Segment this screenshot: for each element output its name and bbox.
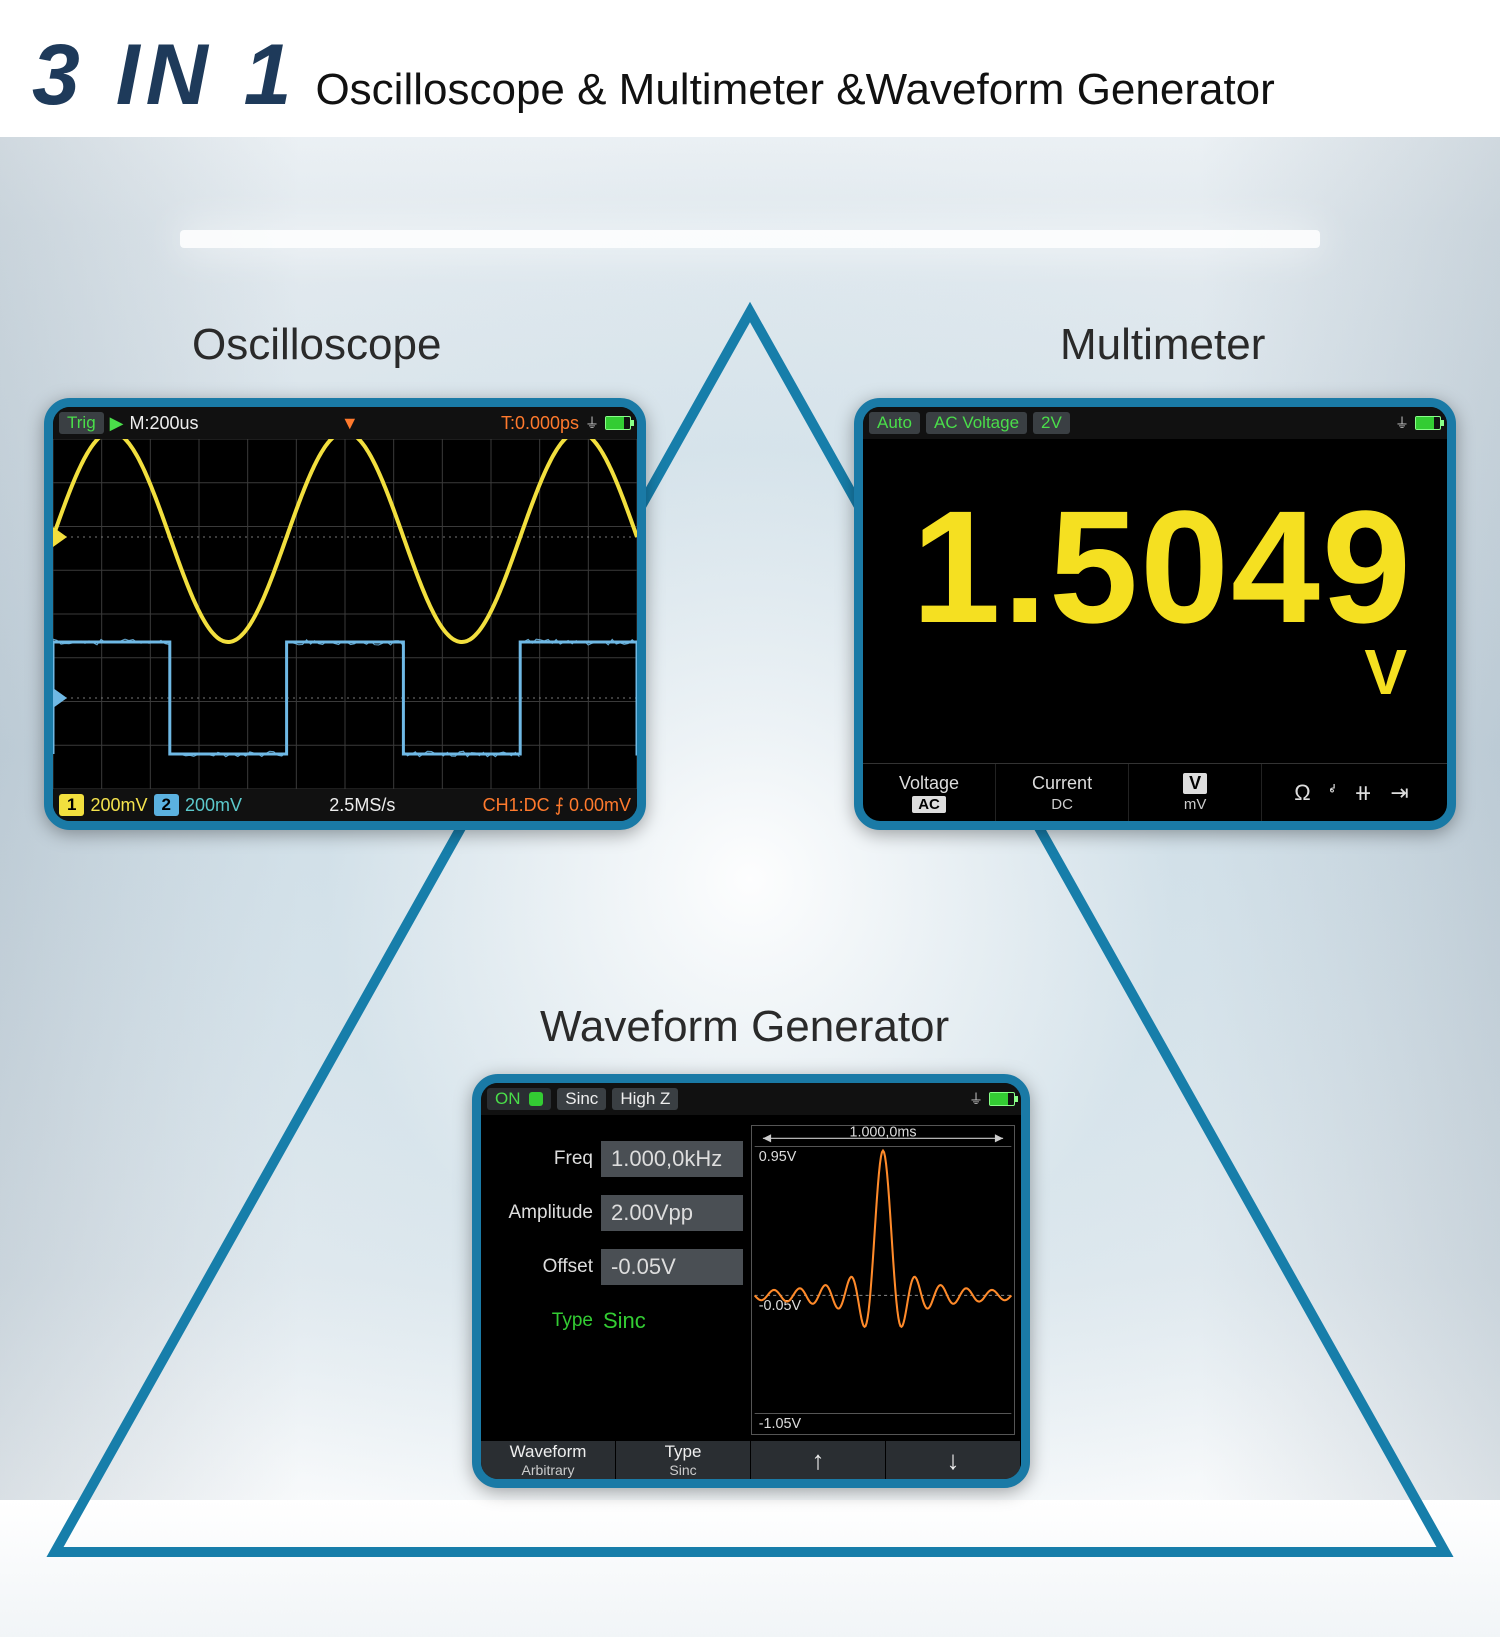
mm-tab-voltage[interactable]: Voltage AC — [863, 764, 996, 821]
usb-icon: ⏚ — [1395, 413, 1409, 433]
mm-tab-v-mv[interactable]: V mV — [1129, 764, 1262, 821]
ch2-scale: 200mV — [185, 795, 242, 816]
battery-icon — [989, 1092, 1015, 1106]
battery-icon — [1415, 416, 1441, 430]
oscilloscope-bottombar: 1 200mV 2 200mV 2.5MS/s CH1:DC ⨍ 0.00mV — [53, 789, 637, 821]
header-title-sub: Oscilloscope & Multimeter &Waveform Gene… — [315, 65, 1274, 115]
trig-marker-icon: ▼ — [341, 413, 359, 434]
wg-btn-type[interactable]: TypeSinc — [616, 1441, 751, 1479]
wg-btn-waveform[interactable]: WaveformArbitrary — [481, 1441, 616, 1479]
header-title-big: 3 IN 1 — [32, 26, 297, 125]
usb-icon: ⏚ — [585, 413, 599, 433]
wavegen-preview: 1.000,0ms 0.95V -0.05V -1.05V — [751, 1125, 1015, 1435]
timebase: M:200us — [130, 413, 199, 434]
wg-impedance: High Z — [612, 1088, 678, 1110]
usb-icon: ⏚ — [969, 1089, 983, 1109]
wg-mode: Sinc — [557, 1088, 606, 1110]
wavegen-params: Freq1.000,0kHz Amplitude2.00Vpp Offset-0… — [481, 1115, 751, 1441]
oscilloscope-plot — [53, 439, 637, 789]
oscilloscope-label: Oscilloscope — [192, 320, 441, 370]
wg-on[interactable]: ON — [487, 1088, 551, 1110]
ch2-badge: 2 — [154, 794, 179, 816]
trig-pill: Trig — [59, 412, 104, 434]
wg-row-offset[interactable]: Offset-0.05V — [489, 1245, 743, 1289]
oscilloscope-screen: Trig ▶ M:200us ▼ T:0.000ps ⏚ 1 200mV 2 2… — [44, 398, 646, 830]
wg-row-amplitude[interactable]: Amplitude2.00Vpp — [489, 1191, 743, 1235]
wg-btn-down[interactable]: ↓ — [886, 1441, 1021, 1479]
multimeter-screen: Auto AC Voltage 2V ⏚ 1.5049 V Voltage AC… — [854, 398, 1456, 830]
delay: T:0.000ps — [501, 413, 579, 434]
ch1-badge: 1 — [59, 794, 84, 816]
wavegen-footer: WaveformArbitrary TypeSinc ↑ ↓ — [481, 1441, 1021, 1479]
multimeter-topbar: Auto AC Voltage 2V ⏚ — [863, 407, 1447, 439]
battery-icon — [605, 416, 631, 430]
oscilloscope-topbar: Trig ▶ M:200us ▼ T:0.000ps ⏚ — [53, 407, 637, 439]
mm-tab-current[interactable]: Current DC — [996, 764, 1129, 821]
wg-row-freq[interactable]: Freq1.000,0kHz — [489, 1137, 743, 1181]
svg-text:-0.05V: -0.05V — [759, 1298, 802, 1314]
mm-tab-symbols[interactable]: Ω ᔊ ⧺ ⇥ — [1262, 764, 1447, 821]
wavegen-screen: ON Sinc High Z ⏚ Freq1.000,0kHz Amplitud… — [472, 1074, 1030, 1488]
mm-range: 2V — [1033, 412, 1070, 434]
wg-row-type[interactable]: TypeSinc — [489, 1299, 743, 1343]
svg-text:0.95V: 0.95V — [759, 1149, 797, 1165]
wavegen-topbar: ON Sinc High Z ⏚ — [481, 1083, 1021, 1115]
coupling: CH1:DC ⨍ 0.00mV — [483, 795, 631, 816]
multimeter-tabs: Voltage AC Current DC V mV Ω ᔊ ⧺ ⇥ — [863, 763, 1447, 821]
multimeter-label: Multimeter — [1060, 320, 1265, 370]
mm-value: 1.5049 — [912, 493, 1413, 640]
mm-unit: V — [1364, 635, 1407, 709]
wg-btn-up[interactable]: ↑ — [751, 1441, 886, 1479]
ch1-scale: 200mV — [90, 795, 147, 816]
mm-mode: Auto — [869, 412, 920, 434]
wavegen-body: Freq1.000,0kHz Amplitude2.00Vpp Offset-0… — [481, 1115, 1021, 1441]
play-icon: ▶ — [110, 413, 124, 434]
sample-rate: 2.5MS/s — [329, 795, 395, 816]
header: 3 IN 1 Oscilloscope & Multimeter &Wavefo… — [0, 0, 1500, 137]
svg-text:1.000,0ms: 1.000,0ms — [849, 1126, 916, 1140]
mm-func: AC Voltage — [926, 412, 1027, 434]
multimeter-reading: 1.5049 V — [863, 439, 1447, 763]
svg-text:-1.05V: -1.05V — [759, 1416, 802, 1432]
wavegen-label: Waveform Generator — [540, 1002, 949, 1052]
